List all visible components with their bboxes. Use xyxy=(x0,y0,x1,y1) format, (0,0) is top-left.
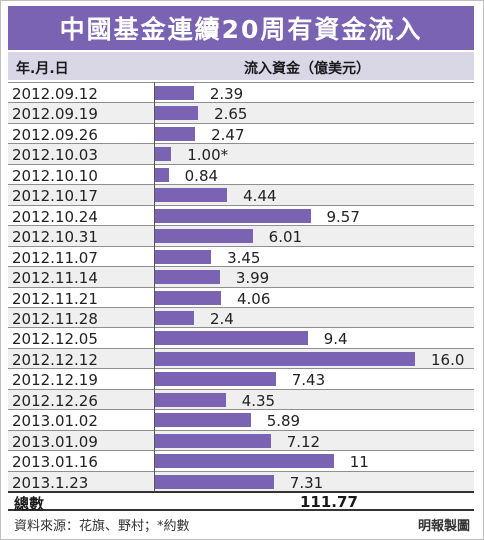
date-label: 2012.11.07 xyxy=(12,248,98,267)
value-label: 4.06 xyxy=(236,289,271,308)
date-label: 2012.12.19 xyxy=(12,371,98,390)
total-row: 總數 111.77 xyxy=(8,491,474,513)
table-row: 2013.1.23 7.31 xyxy=(8,470,474,492)
bar xyxy=(155,433,271,448)
bar xyxy=(155,106,199,121)
date-label: 2012.10.03 xyxy=(12,146,98,165)
table-row: 2012.11.28 2.4 xyxy=(8,306,474,328)
date-label: 2013.01.09 xyxy=(12,432,98,451)
table-row: 2013.01.02 5.89 xyxy=(8,409,474,430)
date-label: 2012.09.19 xyxy=(12,105,98,124)
title-bar: 中國基金連續20周有資金流入 xyxy=(8,6,474,50)
bar xyxy=(155,474,274,489)
value-label: 4.35 xyxy=(241,391,276,410)
value-label: 4.44 xyxy=(243,187,277,206)
value-label: 5.89 xyxy=(266,412,301,431)
table-row: 2012.11.07 3.45 xyxy=(8,245,474,267)
bar xyxy=(155,310,194,325)
total-value: 111.77 xyxy=(300,493,358,511)
date-label: 2012.12.26 xyxy=(12,391,98,410)
date-label: 2013.1.23 xyxy=(12,473,89,492)
bar xyxy=(155,454,334,469)
table-row: 2012.10.17 4.44 xyxy=(8,184,474,206)
date-label: 2012.11.21 xyxy=(12,289,98,308)
column-header-row: 年.月.日 流入資金（億美元） xyxy=(8,52,474,80)
bar xyxy=(155,331,308,346)
date-label: 2013.01.02 xyxy=(12,412,98,431)
chart-title: 中國基金連續20周有資金流入 xyxy=(59,15,423,44)
table-row: 2012.09.26 2.47 xyxy=(8,122,474,144)
bar xyxy=(155,351,415,366)
value-label: 0.84 xyxy=(184,166,219,185)
bar xyxy=(155,208,311,223)
date-label: 2012.10.17 xyxy=(12,187,98,206)
table-row: 2012.09.19 2.65 xyxy=(8,102,474,124)
value-label: 9.57 xyxy=(326,207,360,226)
date-label: 2012.10.31 xyxy=(12,228,98,247)
bar xyxy=(155,270,220,285)
table-row: 2012.10.10 0.84 xyxy=(8,163,474,185)
date-label: 2012.12.12 xyxy=(12,350,98,369)
date-label: 2012.11.14 xyxy=(12,269,98,288)
bar xyxy=(155,167,169,182)
value-label: 2.65 xyxy=(214,105,248,124)
value-label: 9.4 xyxy=(323,330,348,349)
table-row: 2012.12.19 7.43 xyxy=(8,368,474,389)
value-label: 7.12 xyxy=(286,432,321,451)
date-column-header: 年.月.日 xyxy=(16,61,69,77)
bar xyxy=(155,290,221,305)
bar xyxy=(155,413,251,428)
table-row: 2012.10.24 9.57 xyxy=(8,204,474,226)
table-row: 2012.11.21 4.06 xyxy=(8,286,474,308)
date-label: 2012.11.28 xyxy=(12,309,98,328)
table-row: 2012.11.14 3.99 xyxy=(8,266,474,288)
date-label: 2012.09.12 xyxy=(12,85,98,103)
value-label: 2.39 xyxy=(209,85,244,103)
value-label: 1.00* xyxy=(187,146,229,165)
table-row: 2013.01.16 11 xyxy=(8,450,474,471)
table-row: 2012.10.03 1.00* xyxy=(8,143,474,165)
table-row: 2012.12.12 16.0 xyxy=(8,347,474,369)
source-note: 資料來源：花旗、野村；*約數 xyxy=(14,519,190,534)
date-label: 2013.01.16 xyxy=(12,453,98,472)
bar xyxy=(155,147,172,162)
value-label: 7.43 xyxy=(291,371,326,390)
value-label: 16.0 xyxy=(431,350,465,369)
table-row: 2012.12.26 4.35 xyxy=(8,388,474,410)
table-row: 2013.01.09 7.12 xyxy=(8,429,474,451)
date-label: 2012.10.10 xyxy=(12,166,98,185)
value-label: 7.31 xyxy=(289,473,324,492)
value-label: 3.99 xyxy=(235,269,270,288)
value-label: 6.01 xyxy=(268,228,303,247)
credit: 明報製圖 xyxy=(417,519,470,534)
date-label: 2012.09.26 xyxy=(12,125,98,144)
bar xyxy=(155,126,196,141)
table-row: 2012.09.12 2.39 xyxy=(8,82,474,103)
bar xyxy=(155,249,212,264)
date-label: 2012.12.05 xyxy=(12,330,98,349)
total-label: 總數 xyxy=(14,495,45,513)
table-row: 2012.10.31 6.01 xyxy=(8,225,474,247)
bar xyxy=(155,229,253,244)
value-column-header: 流入資金（億美元） xyxy=(244,61,370,77)
bar xyxy=(155,372,276,387)
value-label: 11 xyxy=(349,453,369,472)
value-label: 3.45 xyxy=(227,248,261,267)
bar xyxy=(155,188,228,203)
bar xyxy=(155,392,226,407)
value-label: 2.4 xyxy=(210,309,234,328)
axis-divider xyxy=(154,82,155,491)
date-label: 2012.10.24 xyxy=(12,207,98,226)
bar xyxy=(155,86,194,100)
value-label: 2.47 xyxy=(211,125,245,144)
table-row: 2012.12.05 9.4 xyxy=(8,327,474,348)
